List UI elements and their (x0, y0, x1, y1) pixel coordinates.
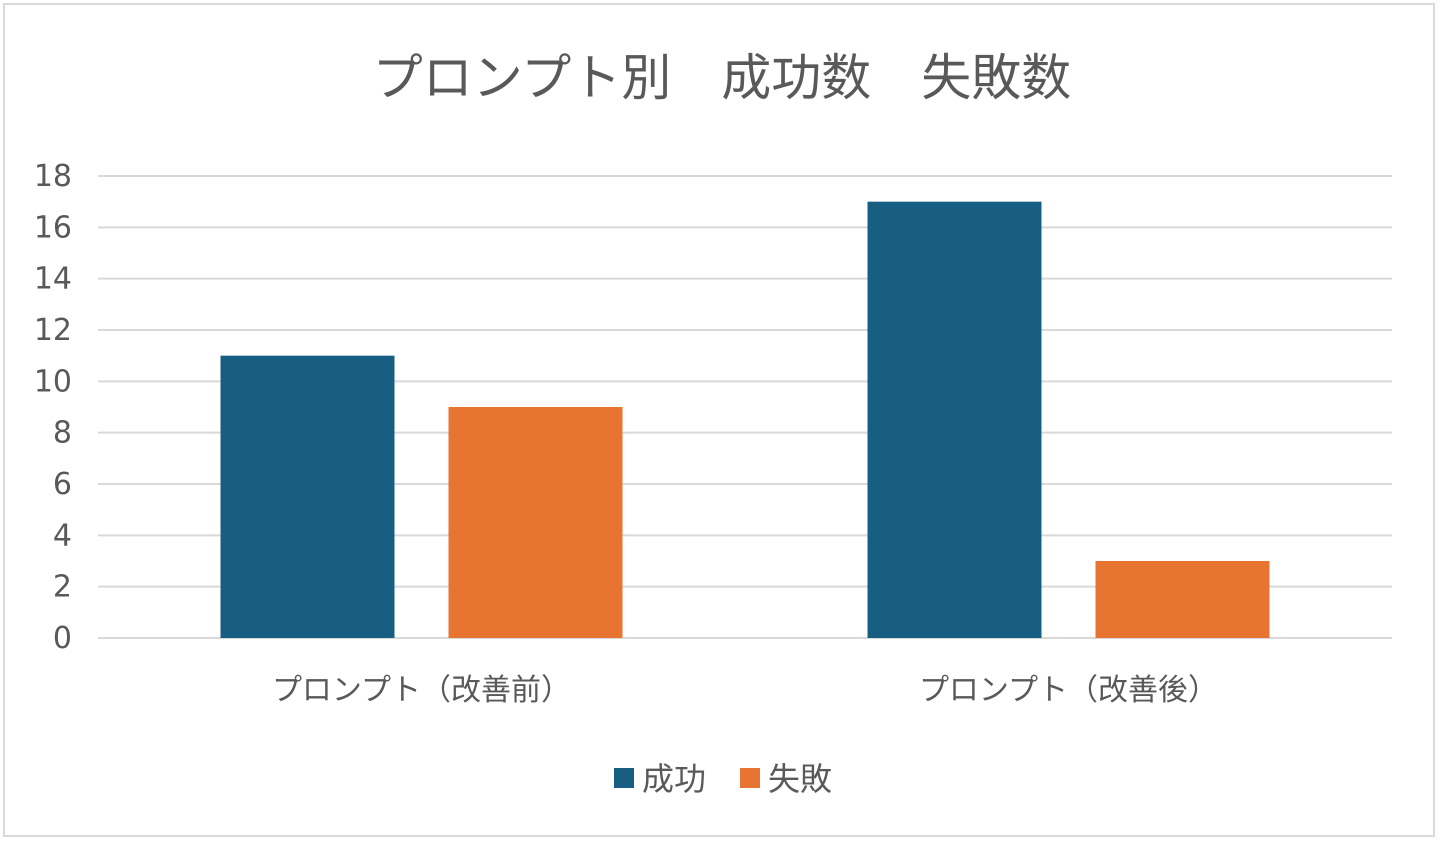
y-tick-label: 12 (34, 313, 72, 348)
bar-failure (448, 407, 623, 638)
y-tick-label: 6 (53, 467, 72, 502)
y-tick-label: 18 (34, 159, 72, 194)
legend-label: 失敗 (768, 760, 832, 798)
chart-title: プロンプト別 成功数 失敗数 (373, 49, 1072, 107)
legend-label: 成功 (642, 760, 706, 798)
bars (220, 201, 1270, 638)
y-tick-label: 16 (34, 210, 72, 245)
legend-swatch (740, 768, 760, 788)
y-tick-label: 10 (34, 364, 72, 399)
y-tick-label: 2 (53, 570, 72, 605)
legend-swatch (614, 768, 634, 788)
legend: 成功 失敗 (614, 760, 832, 798)
x-axis-categories: プロンプト（改善前） プロンプト（改善後） (272, 673, 1218, 708)
x-category-label: プロンプト（改善前） (272, 673, 571, 708)
y-tick-label: 4 (53, 518, 72, 553)
x-category-label: プロンプト（改善後） (919, 673, 1218, 708)
bar-success (867, 201, 1042, 638)
y-tick-label: 8 (53, 416, 72, 451)
bar-failure (1095, 561, 1270, 638)
bar-success (220, 355, 395, 638)
y-tick-label: 0 (53, 621, 72, 656)
y-axis-ticks: 0 2 4 6 8 10 12 14 16 18 (34, 159, 72, 656)
y-tick-label: 14 (34, 262, 72, 297)
